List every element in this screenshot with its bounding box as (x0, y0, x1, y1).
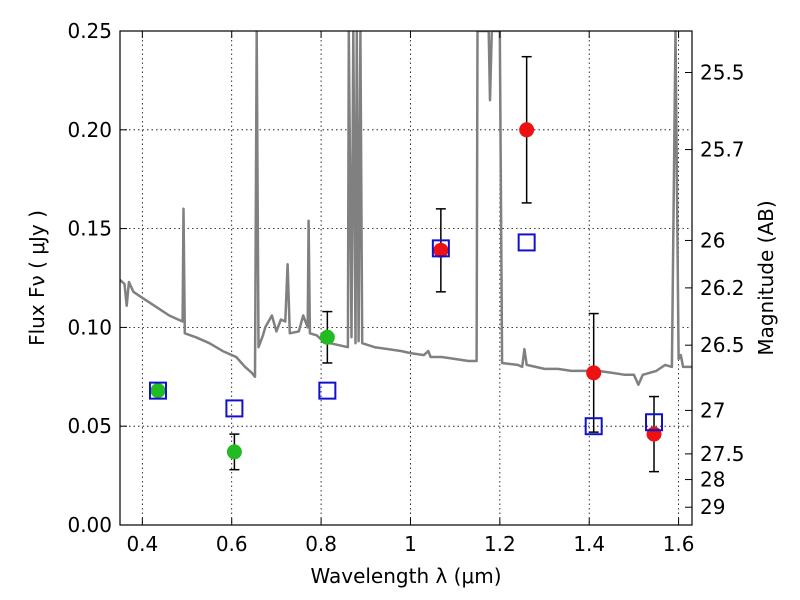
x-tick-label: 1 (404, 532, 417, 556)
model-point (517, 233, 536, 252)
y-tick-label: 0.20 (67, 118, 112, 142)
data-point (586, 365, 602, 381)
model-point (148, 381, 167, 400)
right-axis-label: Magnitude (AB) (754, 200, 778, 355)
y-axis-label: Flux Fν ( μJy ) (25, 210, 49, 346)
right-tick-label: 26 (700, 228, 725, 252)
model-point (645, 413, 664, 432)
right-tick-label: 26.2 (700, 276, 745, 300)
right-tick-label: 28 (700, 468, 725, 492)
error-bars (229, 55, 660, 473)
model-point (431, 239, 450, 258)
data-markers (148, 122, 664, 460)
x-tick-labels: 0.4 0.6 0.8 1 1.2 1.4 1.6 (126, 532, 694, 556)
right-tick-label: 27.5 (700, 442, 745, 466)
x-tick-label: 1.2 (484, 532, 516, 556)
y-tick-label: 0.05 (67, 414, 112, 438)
x-tick-label: 1.4 (573, 532, 605, 556)
y-tick-label: 0.10 (67, 315, 112, 339)
right-tick-label: 25.7 (700, 138, 745, 162)
data-point (433, 242, 449, 258)
x-tick-label: 0.6 (216, 532, 248, 556)
y-tick-label: 0.25 (67, 19, 112, 43)
y-tick-labels: 0.00 0.05 0.10 0.15 0.20 0.25 (67, 19, 112, 537)
model-point (318, 381, 337, 400)
right-tick-labels: 25.5 25.7 26 26.2 26.5 27 27.528 29 (700, 60, 745, 519)
plot-frame (119, 30, 693, 526)
y-tick-label: 0.15 (67, 217, 112, 241)
data-point (226, 444, 242, 460)
x-axis-label: Wavelength λ (μm) (310, 564, 501, 588)
y-tick-label: 0.00 (67, 513, 112, 537)
data-point (646, 426, 662, 442)
right-tick-label: 26.5 (700, 333, 745, 357)
axis-ticks (120, 30, 692, 526)
x-tick-label: 1.6 (663, 532, 695, 556)
data-point (319, 329, 335, 345)
right-tick-label: 29 (700, 495, 725, 519)
model-point (225, 399, 244, 418)
model-spectrum (120, 31, 692, 386)
x-tick-label: 0.8 (305, 532, 337, 556)
data-point (519, 122, 535, 138)
right-tick-label: 25.5 (700, 60, 745, 84)
model-point (584, 417, 603, 436)
x-tick-label: 0.4 (126, 532, 158, 556)
data-point (150, 383, 166, 399)
spectrum-line (120, 31, 692, 386)
right-tick-label: 27 (700, 398, 725, 422)
